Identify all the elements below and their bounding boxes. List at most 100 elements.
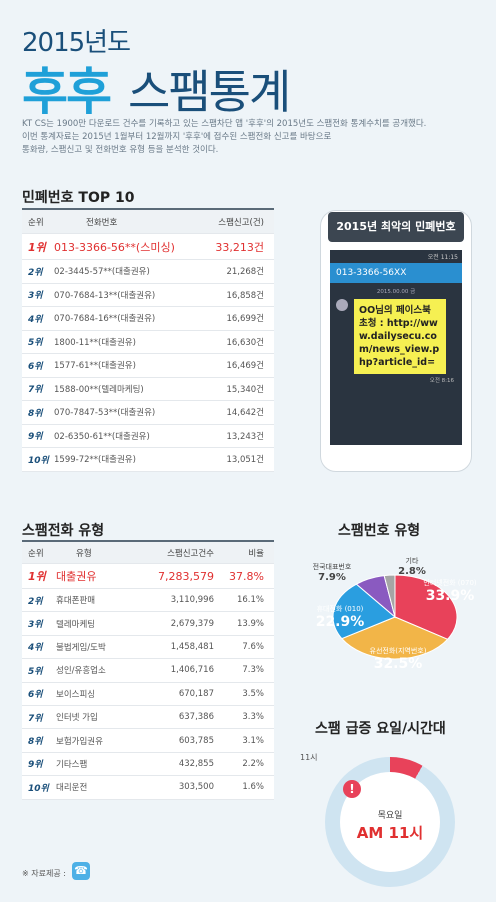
phone-number: 1599-72**(대출권유) [54,455,136,466]
table-row: 10위 대리운전 303,500 1.6% [22,776,274,800]
rank: 7위 [28,385,43,396]
intro-line: KT CS는 1900만 다운로드 건수를 기록하고 있는 스팸차단 앱 '후후… [22,119,427,129]
report-count: 15,340건 [226,384,264,395]
phone-number: 013-3366-56**(스미싱) [54,240,175,254]
rank: 3위 [28,620,43,631]
rank: 8위 [28,737,43,748]
spam-type-title: 스팸전화 유형 [22,523,105,539]
header-rank: 순위 [28,217,44,228]
table-row: 8위 070-7847-53**(대출권유) 14,642건 [22,401,274,425]
rank: 8위 [28,408,43,419]
table-row: 9위 02-6350-61**(대출권유) 13,243건 [22,425,274,448]
report-count: 1,406,716 [170,665,214,676]
phone-title: 2015년 최악의 민폐번호 [328,212,464,242]
rank: 2위 [28,596,43,607]
rank: 5위 [28,338,43,349]
top10-table: 순위 전화번호 스팸신고(건) 1위 013-3366-56**(스미싱) 33… [22,208,274,472]
report-count: 2,679,379 [170,618,214,629]
rank: 10위 [28,455,49,466]
peak-day: 목요일 [377,811,403,821]
intro-line: 이번 통계자료는 2015년 1월부터 12월까지 '후후'에 접수된 스팸전화… [22,132,332,142]
hour-label: 11시 [300,753,318,762]
table-row: 8위 보험가입권유 603,785 3.1% [22,729,274,753]
intro-text: KT CS는 1900만 다운로드 건수를 기록하고 있는 스팸차단 앱 '후후… [22,118,482,157]
report-count: 16,699건 [226,314,264,325]
ratio: 7.3% [242,665,264,676]
spam-type: 텔레마케팅 [56,619,96,630]
report-count: 603,785 [178,735,214,746]
table-row: 5위 성인/유흥업소 1,406,716 7.3% [22,659,274,683]
report-count: 1,458,481 [170,641,214,652]
header-type: 유형 [76,548,92,559]
spam-type: 대출권유 [56,570,97,583]
header-rank: 순위 [28,548,44,559]
year-title: 2015년도 [22,28,131,58]
slice-label: 휴대전화 (010) [317,604,364,613]
spam-type: 기타스팸 [56,759,88,770]
spam-type: 보험가입권유 [56,736,103,747]
slice-label: 전국대표번호 [313,562,352,571]
phone-date: 2015.00.00 금 [376,289,416,295]
slice-label: 유선전화(지역번호) [370,646,427,655]
rank: 7위 [28,713,43,724]
rank: 6위 [28,690,43,701]
table-row: 1위 대출권유 7,283,579 37.8% [22,564,274,589]
report-count: 13,051건 [226,455,264,466]
report-count: 16,858건 [226,290,264,301]
phone-number: 02-3445-57**(대출권유) [54,267,150,278]
table-row: 5위 1800-11**(대출권유) 16,630건 [22,331,274,354]
header-count: 스팸신고건수 [167,548,214,559]
slice-value: 33.9% [426,588,475,604]
table-row: 6위 보이스피싱 670,187 3.5% [22,683,274,706]
phone-number: 070-7684-16**(대출권유) [54,314,156,325]
table-row: 4위 070-7684-16**(대출권유) 16,699건 [22,307,274,331]
phone-number: 070-7847-53**(대출권유) [54,408,156,419]
ratio: 2.2% [242,758,264,769]
rank: 4위 [28,643,43,654]
rank: 1위 [28,240,46,254]
page-title: 스팸통계 [128,65,291,119]
ratio: 1.6% [242,782,264,793]
phone-number: 070-7684-13**(대출권유) [54,290,156,301]
report-count: 303,500 [178,782,214,793]
number-type-pie: 인터넷전화 (070)33.9% 유선전화(지역번호)32.5% 휴대전화 (010… [313,556,477,672]
alert-icon: ! [343,780,361,798]
rank: 9위 [28,432,43,443]
slice-value: 2.8% [398,566,426,577]
report-count: 7,283,579 [158,569,214,583]
slice-value: 32.5% [374,656,423,672]
table-row: 9위 기타스팸 432,855 2.2% [22,753,274,777]
header-count: 스팸신고(건) [218,217,264,228]
report-count: 637,386 [178,712,214,723]
slice-label: 인터넷전화 (070) [423,578,477,587]
ratio: 3.1% [242,735,264,746]
ratio: 16.1% [236,595,264,606]
report-count: 3,110,996 [170,595,214,606]
rank: 6위 [28,361,43,372]
phone-number: 02-6350-61**(대출권유) [54,431,150,442]
header-ratio: 비율 [248,548,264,559]
spam-type-table: 순위 유형 스팸신고건수 비율 1위 대출권유 7,283,579 37.8% 2… [22,540,274,800]
spam-message: OO님의 페이스북 초청 : http://www.dailysecu.com/… [354,299,446,374]
pie-slice [383,574,396,618]
report-count: 21,268건 [226,267,264,278]
rank: 10위 [28,783,49,794]
message-time: 오전 8:16 [429,378,454,384]
rank: 9위 [28,760,43,771]
rank: 4위 [28,314,43,325]
report-count: 14,642건 [226,408,264,419]
report-count: 13,243건 [226,431,264,442]
intro-line: 통화량, 스팸신고 및 전화번호 유형 등을 분석한 것이다. [22,145,219,155]
brand-title: 후후 [22,63,112,121]
rank: 1위 [28,570,46,583]
table-row: 2위 휴대폰판매 3,110,996 16.1% [22,589,274,613]
table-row: 1위 013-3366-56**(스미싱) 33,213건 [22,234,274,260]
rank: 5위 [28,666,43,677]
spam-type: 성인/유흥업소 [56,666,106,677]
ratio: 7.6% [242,641,264,652]
number-type-title: 스팸번호 유형 [338,523,421,539]
report-count: 33,213건 [215,240,264,254]
peak-title: 스팸 급증 요일/시간대 [315,721,446,737]
ratio: 3.3% [242,712,264,723]
report-count: 670,187 [178,688,214,699]
